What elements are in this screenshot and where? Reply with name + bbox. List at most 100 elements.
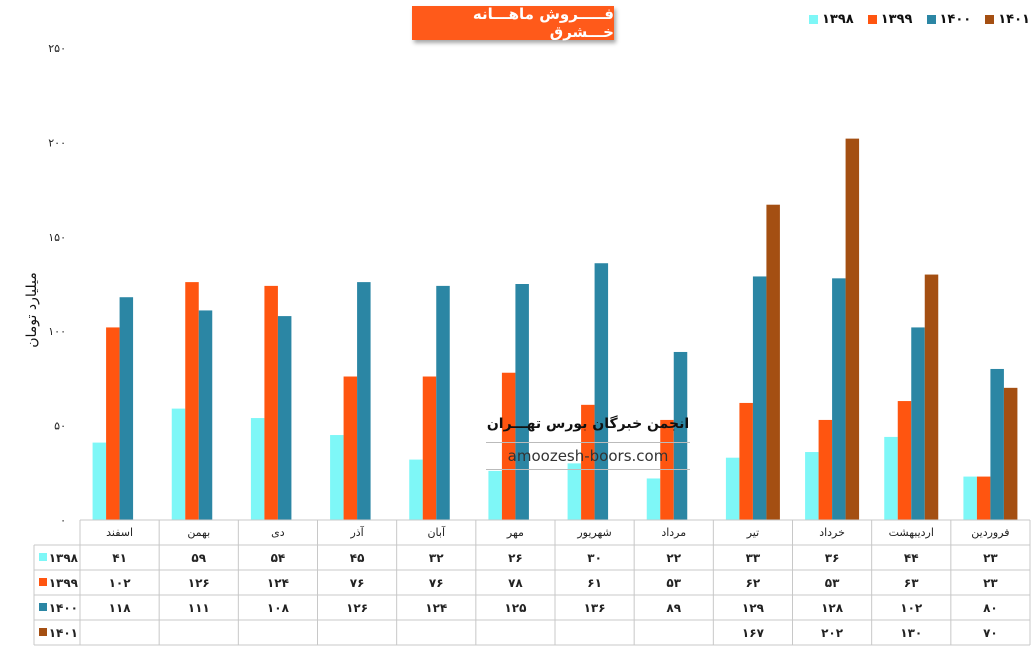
bar xyxy=(343,376,358,520)
data-label: ۳۰ xyxy=(587,551,602,565)
data-label: ۲۳ xyxy=(983,551,998,565)
legend-item: ۱۳۹۸ xyxy=(809,12,854,27)
bar xyxy=(567,463,582,520)
data-label: ۵۹ xyxy=(191,551,206,565)
legend-label: ۱۳۹۸ xyxy=(822,12,854,27)
x-tick-label: بهمن xyxy=(187,526,210,539)
bar xyxy=(673,351,688,520)
bar xyxy=(198,310,213,520)
data-label: ۱۰۲ xyxy=(900,601,923,615)
bar xyxy=(581,404,595,520)
data-label: ۱۲۹ xyxy=(742,601,765,615)
data-label: ۷۸ xyxy=(508,576,523,590)
legend-label: ۱۴۰۰ xyxy=(939,12,972,27)
bar xyxy=(357,282,371,520)
bar xyxy=(725,457,740,520)
bar xyxy=(976,476,991,520)
bar xyxy=(805,452,819,520)
data-label: ۶۲ xyxy=(746,576,761,590)
data-label: ۷۶ xyxy=(429,576,444,590)
x-tick-label: شهریور xyxy=(576,526,611,539)
table-series-name: ۱۴۰۰ xyxy=(49,601,78,615)
x-tick-label: فروردین xyxy=(971,526,1009,539)
legend-swatch xyxy=(926,15,936,24)
bar xyxy=(1003,387,1018,520)
data-label: ۳۲ xyxy=(429,551,444,565)
data-label: ۵۳ xyxy=(666,576,681,590)
legend-swatch xyxy=(985,15,995,24)
x-tick-label: اردیبهشت xyxy=(889,526,934,539)
table-legend-swatch xyxy=(39,628,47,636)
data-label: ۲۲ xyxy=(666,551,681,565)
table-legend-swatch xyxy=(39,553,47,561)
bar xyxy=(409,459,423,520)
data-label: ۱۲۸ xyxy=(821,601,844,615)
data-label: ۱۱۱ xyxy=(188,601,210,615)
watermark-divider xyxy=(486,442,690,443)
legend-item: ۱۴۰۱ xyxy=(985,12,1030,27)
x-tick-label: آذر xyxy=(349,525,364,539)
bar xyxy=(515,284,529,520)
data-label: ۶۱ xyxy=(587,576,602,590)
data-label: ۲۰۲ xyxy=(821,626,844,640)
data-label: ۱۰۸ xyxy=(267,601,290,615)
table-series-name: ۱۳۹۸ xyxy=(49,551,79,565)
data-label: ۱۰۲ xyxy=(109,576,132,590)
data-label: ۶۳ xyxy=(904,576,919,590)
bar xyxy=(924,274,939,520)
bar xyxy=(884,436,898,520)
table-series-name: ۱۳۹۹ xyxy=(49,576,79,590)
y-axis-label-box: میلیارد تومان xyxy=(2,240,62,380)
data-label: ۵۳ xyxy=(825,576,840,590)
data-label: ۷۶ xyxy=(350,576,365,590)
bar xyxy=(488,470,502,520)
bar xyxy=(832,278,846,520)
bar xyxy=(845,138,860,520)
data-label: ۱۱۸ xyxy=(109,601,132,615)
bar xyxy=(171,408,186,520)
x-tick-label: آبان xyxy=(427,525,445,539)
data-label: ۸۹ xyxy=(666,601,681,615)
legend-swatch xyxy=(809,15,818,24)
data-label: ۱۲۵ xyxy=(504,601,526,615)
data-label: ۱۲۶ xyxy=(188,576,210,590)
bar xyxy=(594,263,609,520)
y-tick-label: ۲۰۰ xyxy=(48,136,66,149)
bar xyxy=(422,376,437,520)
bar xyxy=(501,372,516,520)
x-tick-label: تیر xyxy=(746,526,759,539)
x-tick-label: اسفند xyxy=(106,526,133,539)
bar xyxy=(106,327,120,520)
legend-item: ۱۴۰۰ xyxy=(926,12,972,27)
chart-title: فـــــروش ماهـــانه خـــشرق xyxy=(412,5,614,41)
data-label: ۲۶ xyxy=(508,551,523,565)
bar xyxy=(911,327,925,520)
watermark-text-fa: انجمن خبرگان بورس تهـــران xyxy=(486,416,690,432)
y-tick-label: ۰ xyxy=(60,514,66,527)
y-tick-label: ۱۰۰ xyxy=(48,325,66,338)
y-tick-label: ۲۵۰ xyxy=(48,42,66,55)
table-legend-swatch xyxy=(39,603,47,611)
bar xyxy=(250,418,265,520)
x-tick-label: خرداد xyxy=(819,526,845,539)
legend: ۱۴۰۱ ۱۴۰۰ ۱۳۹۹ ۱۳۹۸ xyxy=(809,12,1030,27)
y-axis-label: میلیارد تومان xyxy=(24,272,40,348)
bar xyxy=(963,476,977,520)
bar xyxy=(436,285,450,520)
bar xyxy=(646,478,661,520)
bar xyxy=(330,435,344,520)
data-label: ۳۶ xyxy=(825,551,840,565)
bar xyxy=(119,297,134,520)
table-series-name: ۱۴۰۱ xyxy=(49,626,78,640)
data-label: ۲۳ xyxy=(983,576,998,590)
watermark: انجمن خبرگان بورس تهـــران amoozesh-boor… xyxy=(486,416,690,470)
bar xyxy=(818,419,833,520)
data-label: ۸۰ xyxy=(983,601,998,615)
legend-item: ۱۳۹۹ xyxy=(867,12,913,27)
legend-label: ۱۴۰۱ xyxy=(998,12,1030,27)
x-tick-label: دی xyxy=(271,526,285,539)
bar xyxy=(766,204,780,521)
data-label: ۴۱ xyxy=(112,551,127,565)
bar xyxy=(752,276,767,520)
data-label: ۴۴ xyxy=(904,551,919,565)
